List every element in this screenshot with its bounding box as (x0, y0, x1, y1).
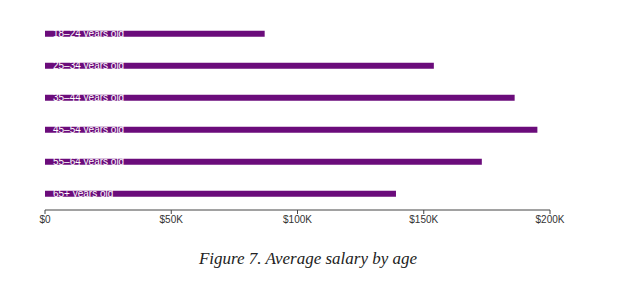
svg-text:$50K: $50K (160, 214, 184, 225)
svg-text:$100K: $100K (283, 214, 312, 225)
svg-text:45–54 years old: 45–54 years old (53, 124, 124, 135)
svg-text:$150K: $150K (409, 214, 438, 225)
html-text:Figure 7. Average salary by ag: Figure 7. Average salary by age (198, 249, 418, 268)
svg-text:35–44 years old: 35–44 years old (53, 92, 124, 103)
svg-text:$0: $0 (39, 214, 51, 225)
svg-text:18–24 years old: 18–24 years old (53, 28, 124, 39)
svg-text:65+ years old: 65+ years old (53, 188, 113, 199)
svg-text:25–34 years old: 25–34 years old (53, 60, 124, 71)
svg-text:55–64 years old: 55–64 years old (53, 156, 124, 167)
svg-text:$200K: $200K (536, 214, 565, 225)
